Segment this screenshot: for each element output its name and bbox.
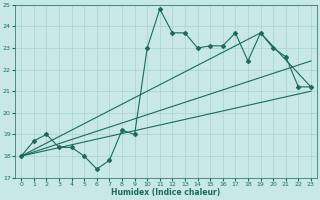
X-axis label: Humidex (Indice chaleur): Humidex (Indice chaleur) (111, 188, 221, 197)
